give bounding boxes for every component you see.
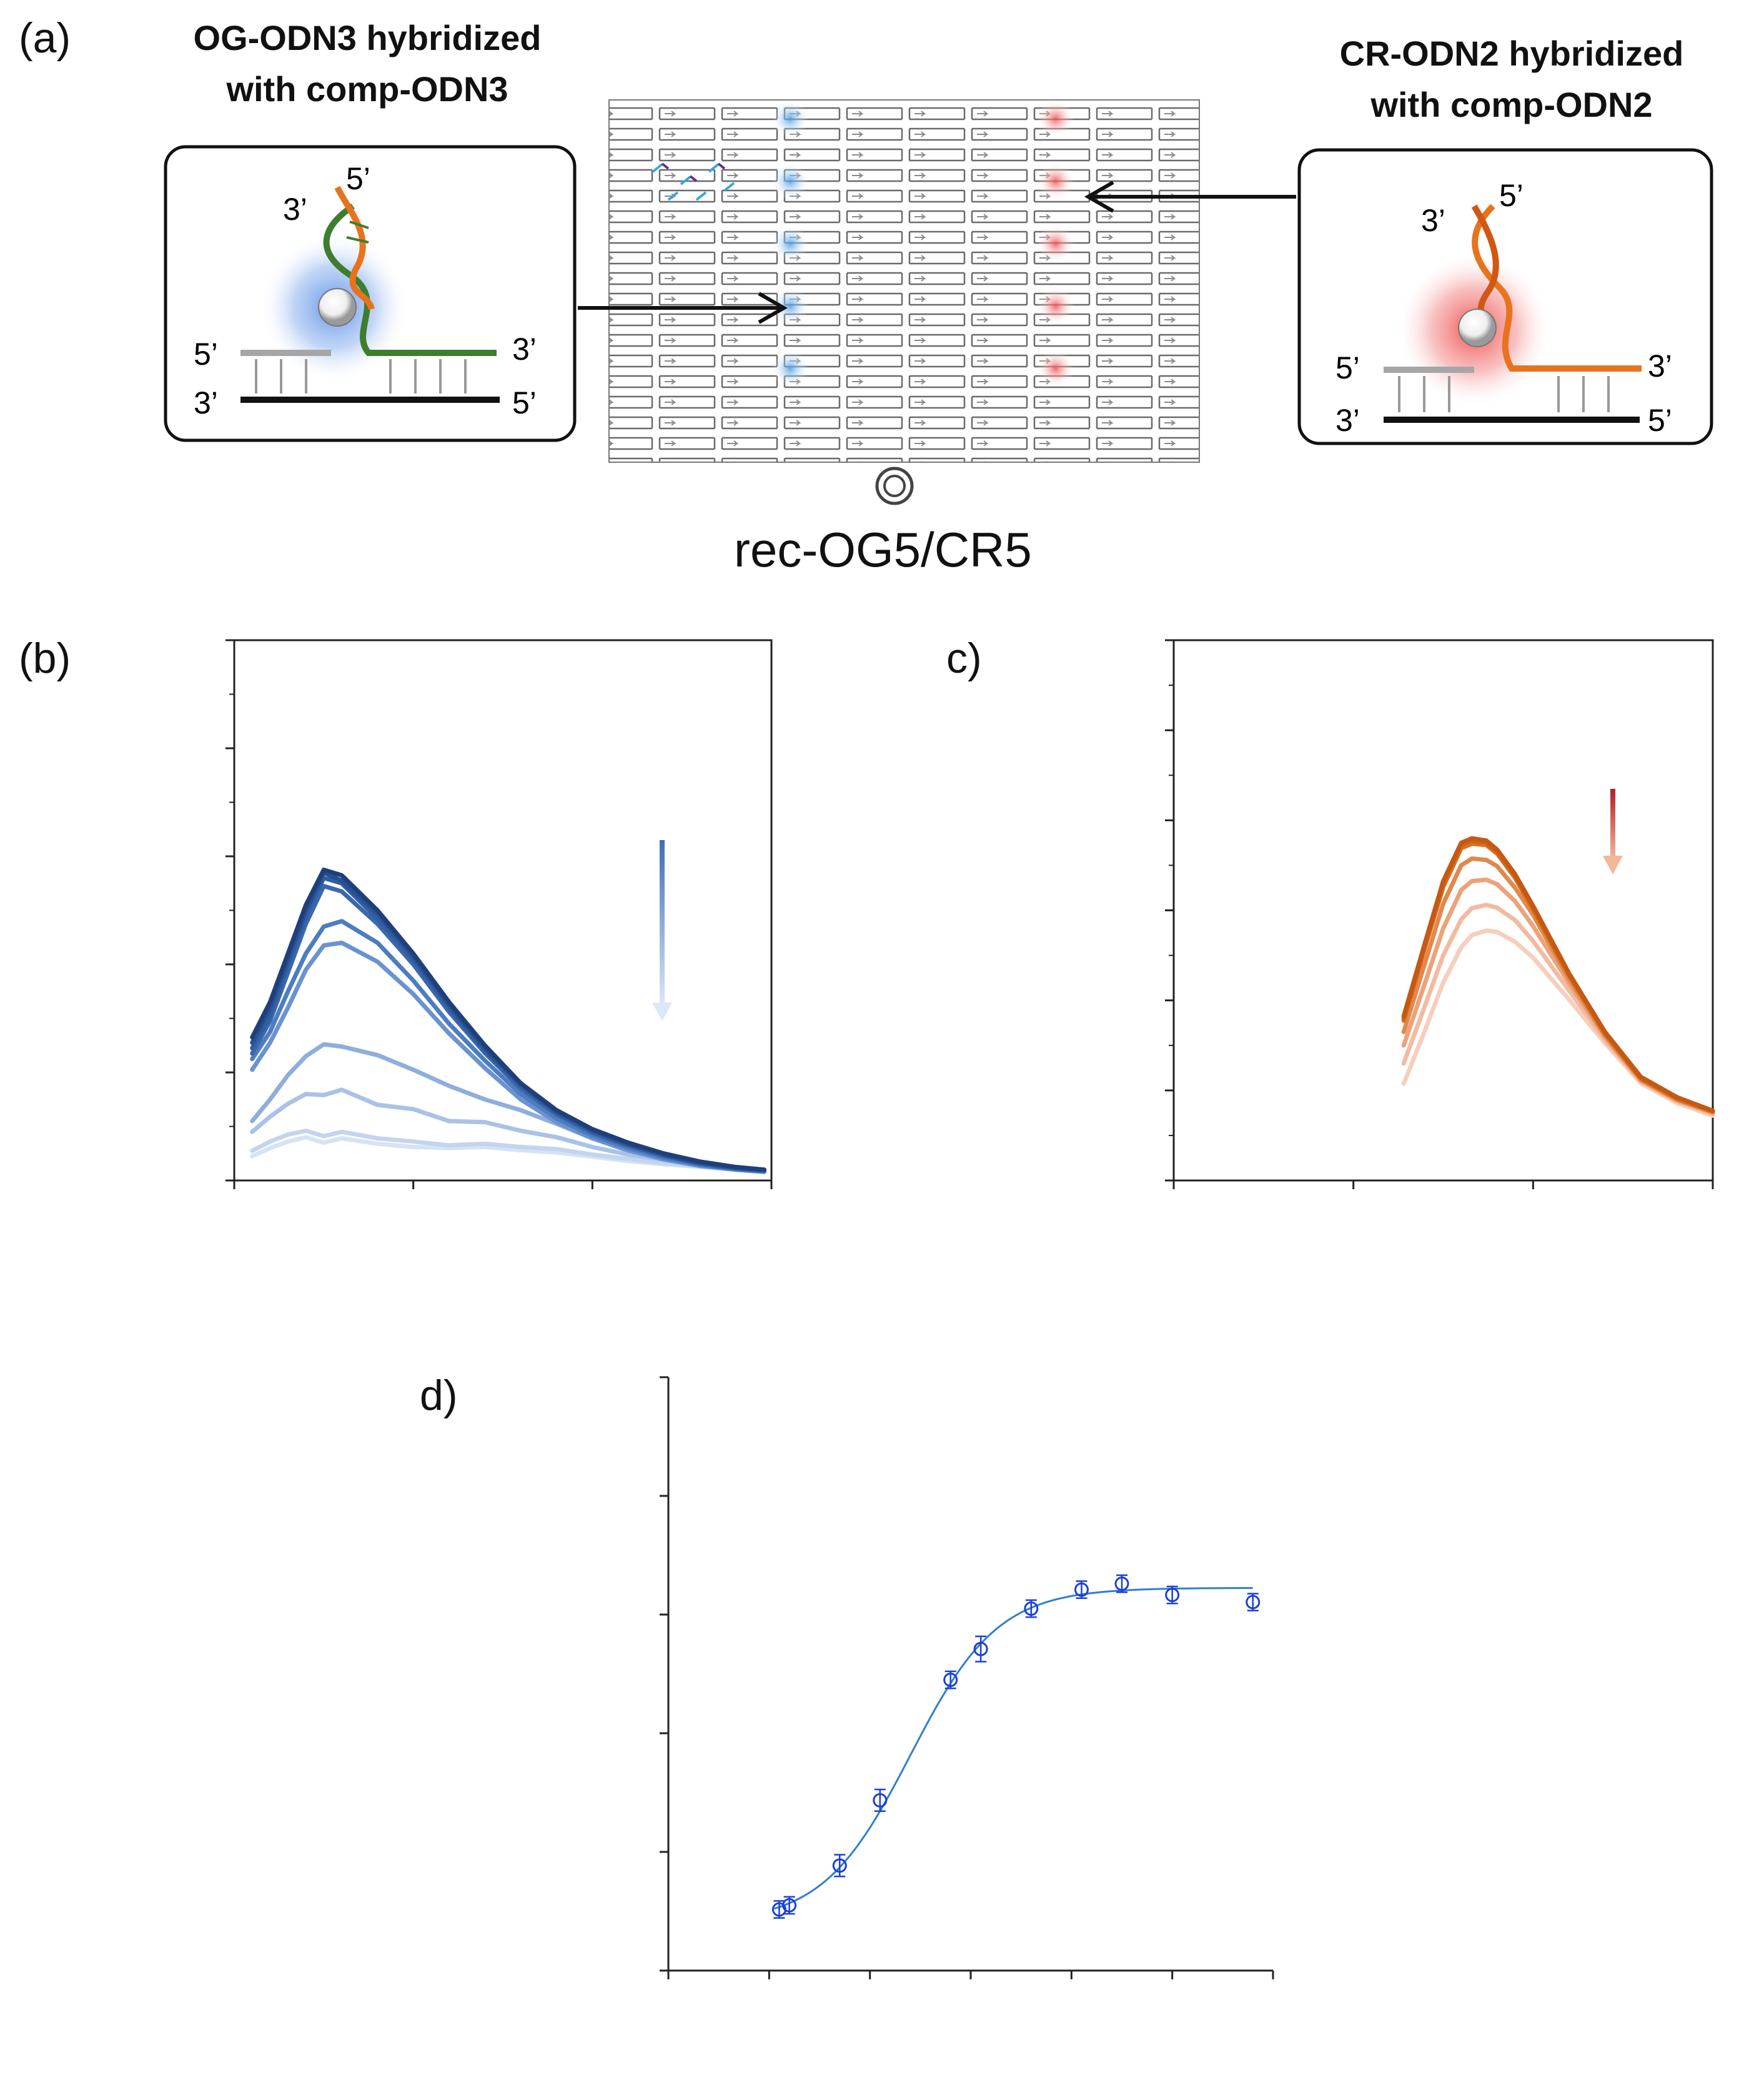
og-end-5-top: 5’: [346, 161, 370, 196]
sigmoid-fit-line: [773, 1587, 1253, 1910]
og-spots: [771, 100, 809, 387]
cr-end-3-top: 3’: [1421, 203, 1445, 238]
cr-end-5-right: 5’: [1648, 403, 1672, 438]
data-point: [1074, 1582, 1089, 1597]
spectrum-line: [250, 1128, 766, 1173]
spectrum-line: [250, 940, 766, 1174]
spectrum-line: [250, 868, 766, 1172]
panel-a-label: (a): [19, 14, 71, 62]
cr-end-3-right: 3’: [1648, 349, 1672, 383]
cr-odn2-box: 3’ 5’ 5’ 3’ 3’ 5’: [1297, 148, 1713, 445]
data-points: [771, 1574, 1261, 1919]
og-end-5-left: 5’: [194, 337, 218, 372]
cr-spots: [1037, 100, 1074, 387]
og-end-5-right: 5’: [512, 385, 537, 420]
data-point: [973, 1641, 988, 1656]
spectrum-line: [1401, 903, 1715, 1116]
og-arrow: [578, 292, 788, 324]
chart-c: [1165, 639, 1715, 1189]
staple-marks: [652, 162, 735, 201]
og-end-3-right: 3’: [512, 332, 537, 367]
cr-end-5-left: 5’: [1335, 350, 1360, 385]
panel-c-label: c): [946, 635, 982, 682]
panel-b-label: (b): [19, 635, 71, 682]
og-end-3-top: 3’: [283, 192, 307, 227]
ph-arrow-shaft: [660, 840, 665, 1005]
cr-dye-bead: [1458, 309, 1497, 347]
data-point: [1165, 1588, 1180, 1603]
data-point: [1246, 1595, 1261, 1610]
og-dye-bead: [318, 288, 357, 327]
og-end-3-left: 3’: [194, 385, 218, 420]
spectrum-line: [1401, 836, 1715, 1113]
ph-arrow-shaft: [1610, 789, 1615, 858]
data-point: [832, 1858, 847, 1873]
data-point: [1114, 1576, 1129, 1591]
series-group: [250, 868, 766, 1174]
ph-arrow-head: [1603, 856, 1623, 874]
spectrum-line: [1401, 878, 1715, 1116]
ph-arrow-head: [652, 1002, 672, 1021]
origami-loop: [875, 467, 914, 505]
data-point: [873, 1793, 888, 1808]
panel-a-scheme: 3’ 5’ 5’ 3’ 3’ 5’ 3’ 5’ 5’ 3’ 3’ 5’: [164, 99, 1713, 505]
chart-b: [225, 639, 773, 1189]
og-odn3-box: 3’ 5’ 5’ 3’ 3’ 5’: [164, 145, 577, 442]
data-point: [782, 1898, 797, 1912]
plot-frame: [233, 639, 773, 1182]
spectrum-line: [250, 1042, 766, 1173]
chart-d: [660, 1376, 1274, 1979]
cr-box-title: CR-ODN2 hybridized with comp-ODN2: [1339, 34, 1684, 124]
data-point: [943, 1673, 958, 1687]
cr-end-5-top: 5’: [1499, 178, 1524, 213]
panel-d-label: d): [420, 1372, 458, 1419]
dna-origami: [608, 99, 1200, 505]
origami-label: rec-OG5/CR5: [734, 522, 1032, 577]
spectrum-line: [250, 870, 766, 1172]
cr-end-3-left: 3’: [1335, 403, 1360, 438]
series-group: [1401, 836, 1715, 1118]
og-box-title: OG-ODN3 hybridized with comp-ODN3: [193, 18, 542, 109]
data-point: [1024, 1601, 1039, 1616]
cr-arrow: [1084, 181, 1296, 213]
